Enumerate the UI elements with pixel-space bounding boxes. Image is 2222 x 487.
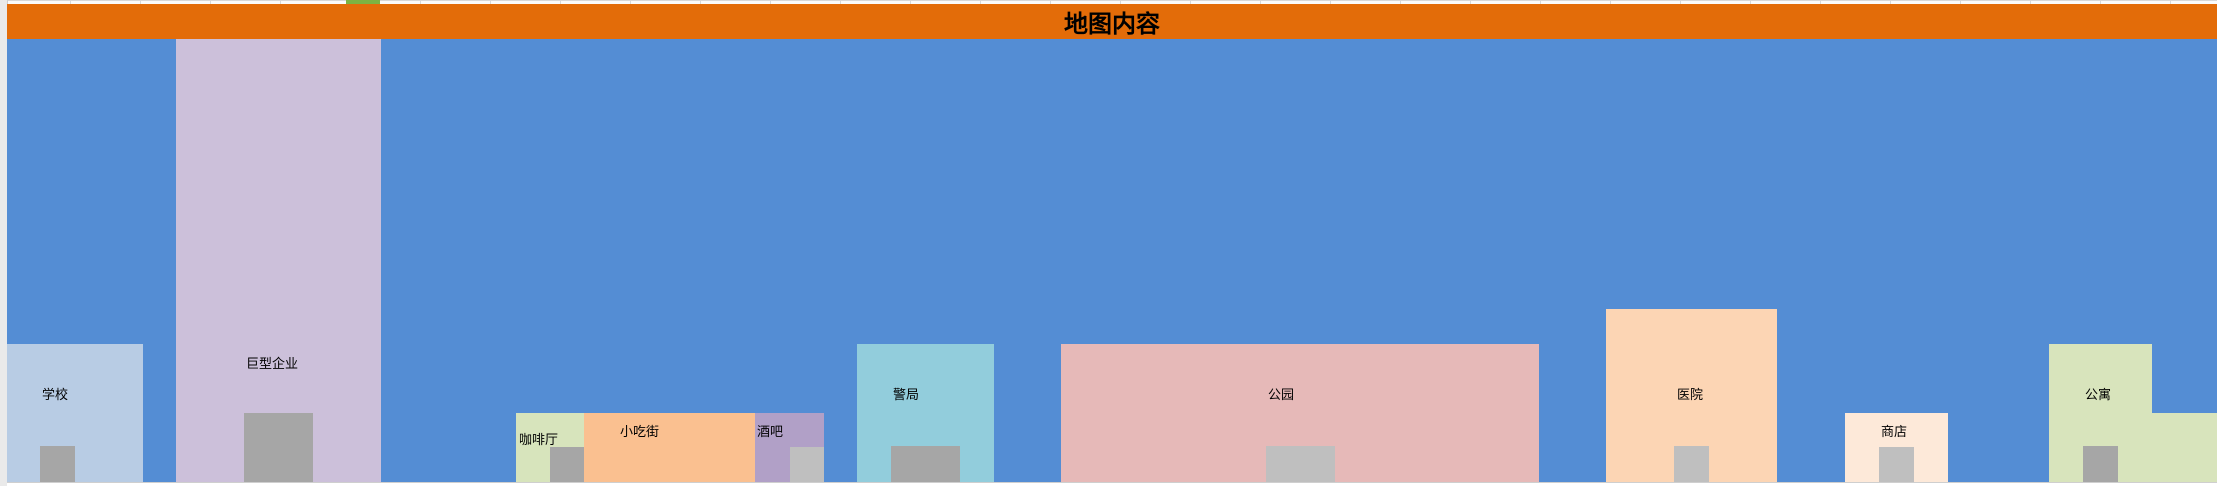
building-enterprise[interactable]: 巨型企业: [176, 39, 381, 482]
building-hospital[interactable]: 医院: [1606, 309, 1777, 482]
school-door[interactable]: [40, 446, 75, 482]
cafe-label: 咖啡厅: [519, 433, 559, 448]
right-edge-column: [2217, 0, 2222, 486]
park-door[interactable]: [1266, 446, 1335, 482]
map-title: 地图内容: [1064, 10, 1160, 38]
police-label: 警局: [893, 388, 920, 403]
sheet-bottom-border: [7, 482, 2217, 487]
enterprise-door[interactable]: [244, 413, 313, 482]
shop-door[interactable]: [1879, 447, 1914, 482]
cafe-door[interactable]: [550, 447, 584, 482]
hospital-door[interactable]: [1674, 446, 1709, 482]
building-school[interactable]: 学校: [7, 344, 143, 482]
building-cafe[interactable]: 咖啡厅: [516, 413, 584, 482]
building-park[interactable]: 公园: [1061, 344, 1539, 482]
selected-column-indicator: [346, 0, 380, 4]
park-label: 公园: [1268, 388, 1295, 403]
apartment-door[interactable]: [2083, 446, 2118, 482]
building-police[interactable]: 警局: [857, 344, 994, 482]
police-door[interactable]: [891, 446, 960, 482]
building-apartment[interactable]: 公寓: [2049, 344, 2152, 482]
shop-label: 商店: [1881, 425, 1908, 440]
building-snack-street[interactable]: 小吃街: [584, 413, 755, 482]
school-label: 学校: [42, 388, 69, 403]
building-apartment-annex[interactable]: [2152, 413, 2217, 482]
map-title-bar[interactable]: 地图内容: [7, 4, 2217, 39]
building-shop[interactable]: 商店: [1845, 413, 1948, 482]
building-bar[interactable]: 酒吧: [755, 413, 824, 482]
map-area[interactable]: 学校 巨型企业 咖啡厅 小吃街 酒吧 警局 公园 医院 商店 公寓: [7, 39, 2217, 482]
bar-door[interactable]: [790, 447, 824, 482]
bar-label: 酒吧: [757, 425, 784, 440]
snack-street-label: 小吃街: [620, 425, 660, 440]
apartment-label: 公寓: [2085, 388, 2112, 403]
enterprise-label: 巨型企业: [246, 357, 299, 372]
hospital-label: 医院: [1677, 388, 1704, 403]
